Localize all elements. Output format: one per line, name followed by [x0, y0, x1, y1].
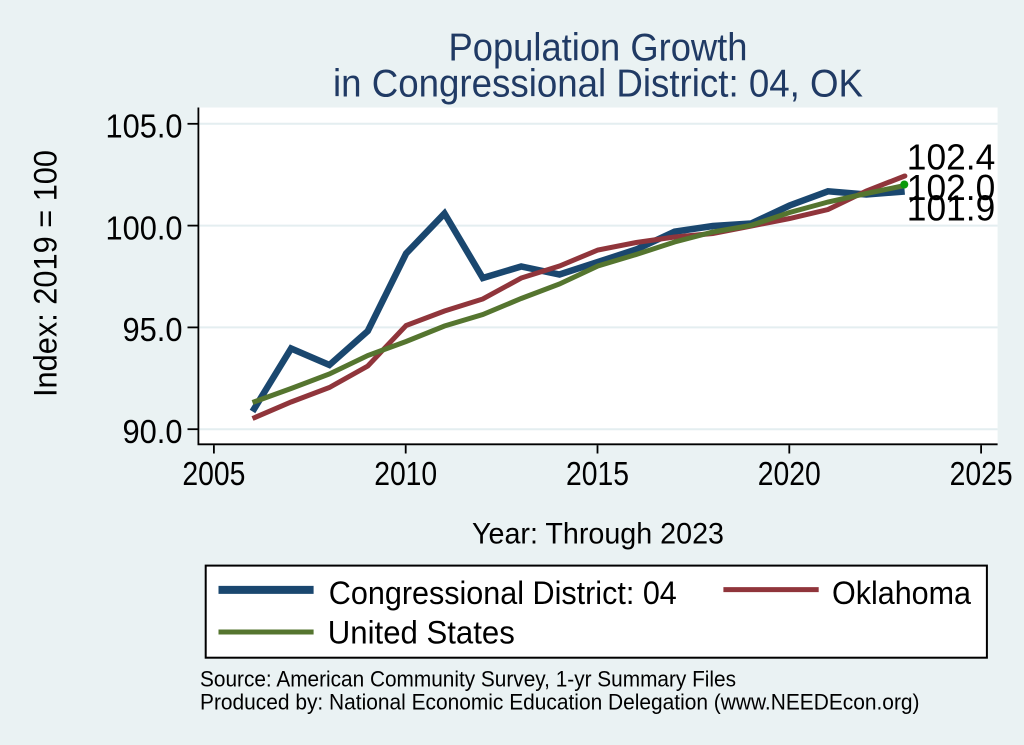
svg-text:101.9: 101.9	[907, 188, 996, 229]
svg-text:2020: 2020	[758, 456, 821, 493]
svg-text:Index: 2019 = 100: Index: 2019 = 100	[28, 150, 64, 397]
svg-text:Population Growth: Population Growth	[449, 27, 748, 70]
svg-text:2005: 2005	[182, 456, 245, 493]
svg-text:Oklahoma: Oklahoma	[832, 575, 971, 611]
svg-text:in Congressional District: 04,: in Congressional District: 04, OK	[333, 63, 863, 106]
svg-text:2025: 2025	[950, 456, 1013, 493]
svg-text:Congressional District: 04: Congressional District: 04	[329, 575, 677, 611]
svg-text:95.0: 95.0	[123, 312, 183, 349]
svg-text:Year: Through 2023: Year: Through 2023	[472, 517, 724, 550]
svg-text:105.0: 105.0	[106, 109, 183, 146]
svg-text:Produced by: National Economic: Produced by: National Economic Education…	[200, 689, 920, 714]
svg-text:United States: United States	[328, 615, 515, 651]
svg-text:2010: 2010	[374, 456, 437, 493]
svg-text:2015: 2015	[566, 456, 629, 493]
svg-text:90.0: 90.0	[123, 414, 183, 451]
svg-text:102.4: 102.4	[907, 136, 996, 177]
svg-text:102.0: 102.0	[907, 167, 996, 208]
svg-text:100.0: 100.0	[106, 210, 183, 247]
svg-text:Source: American Community Sur: Source: American Community Survey, 1-yr …	[200, 666, 736, 691]
